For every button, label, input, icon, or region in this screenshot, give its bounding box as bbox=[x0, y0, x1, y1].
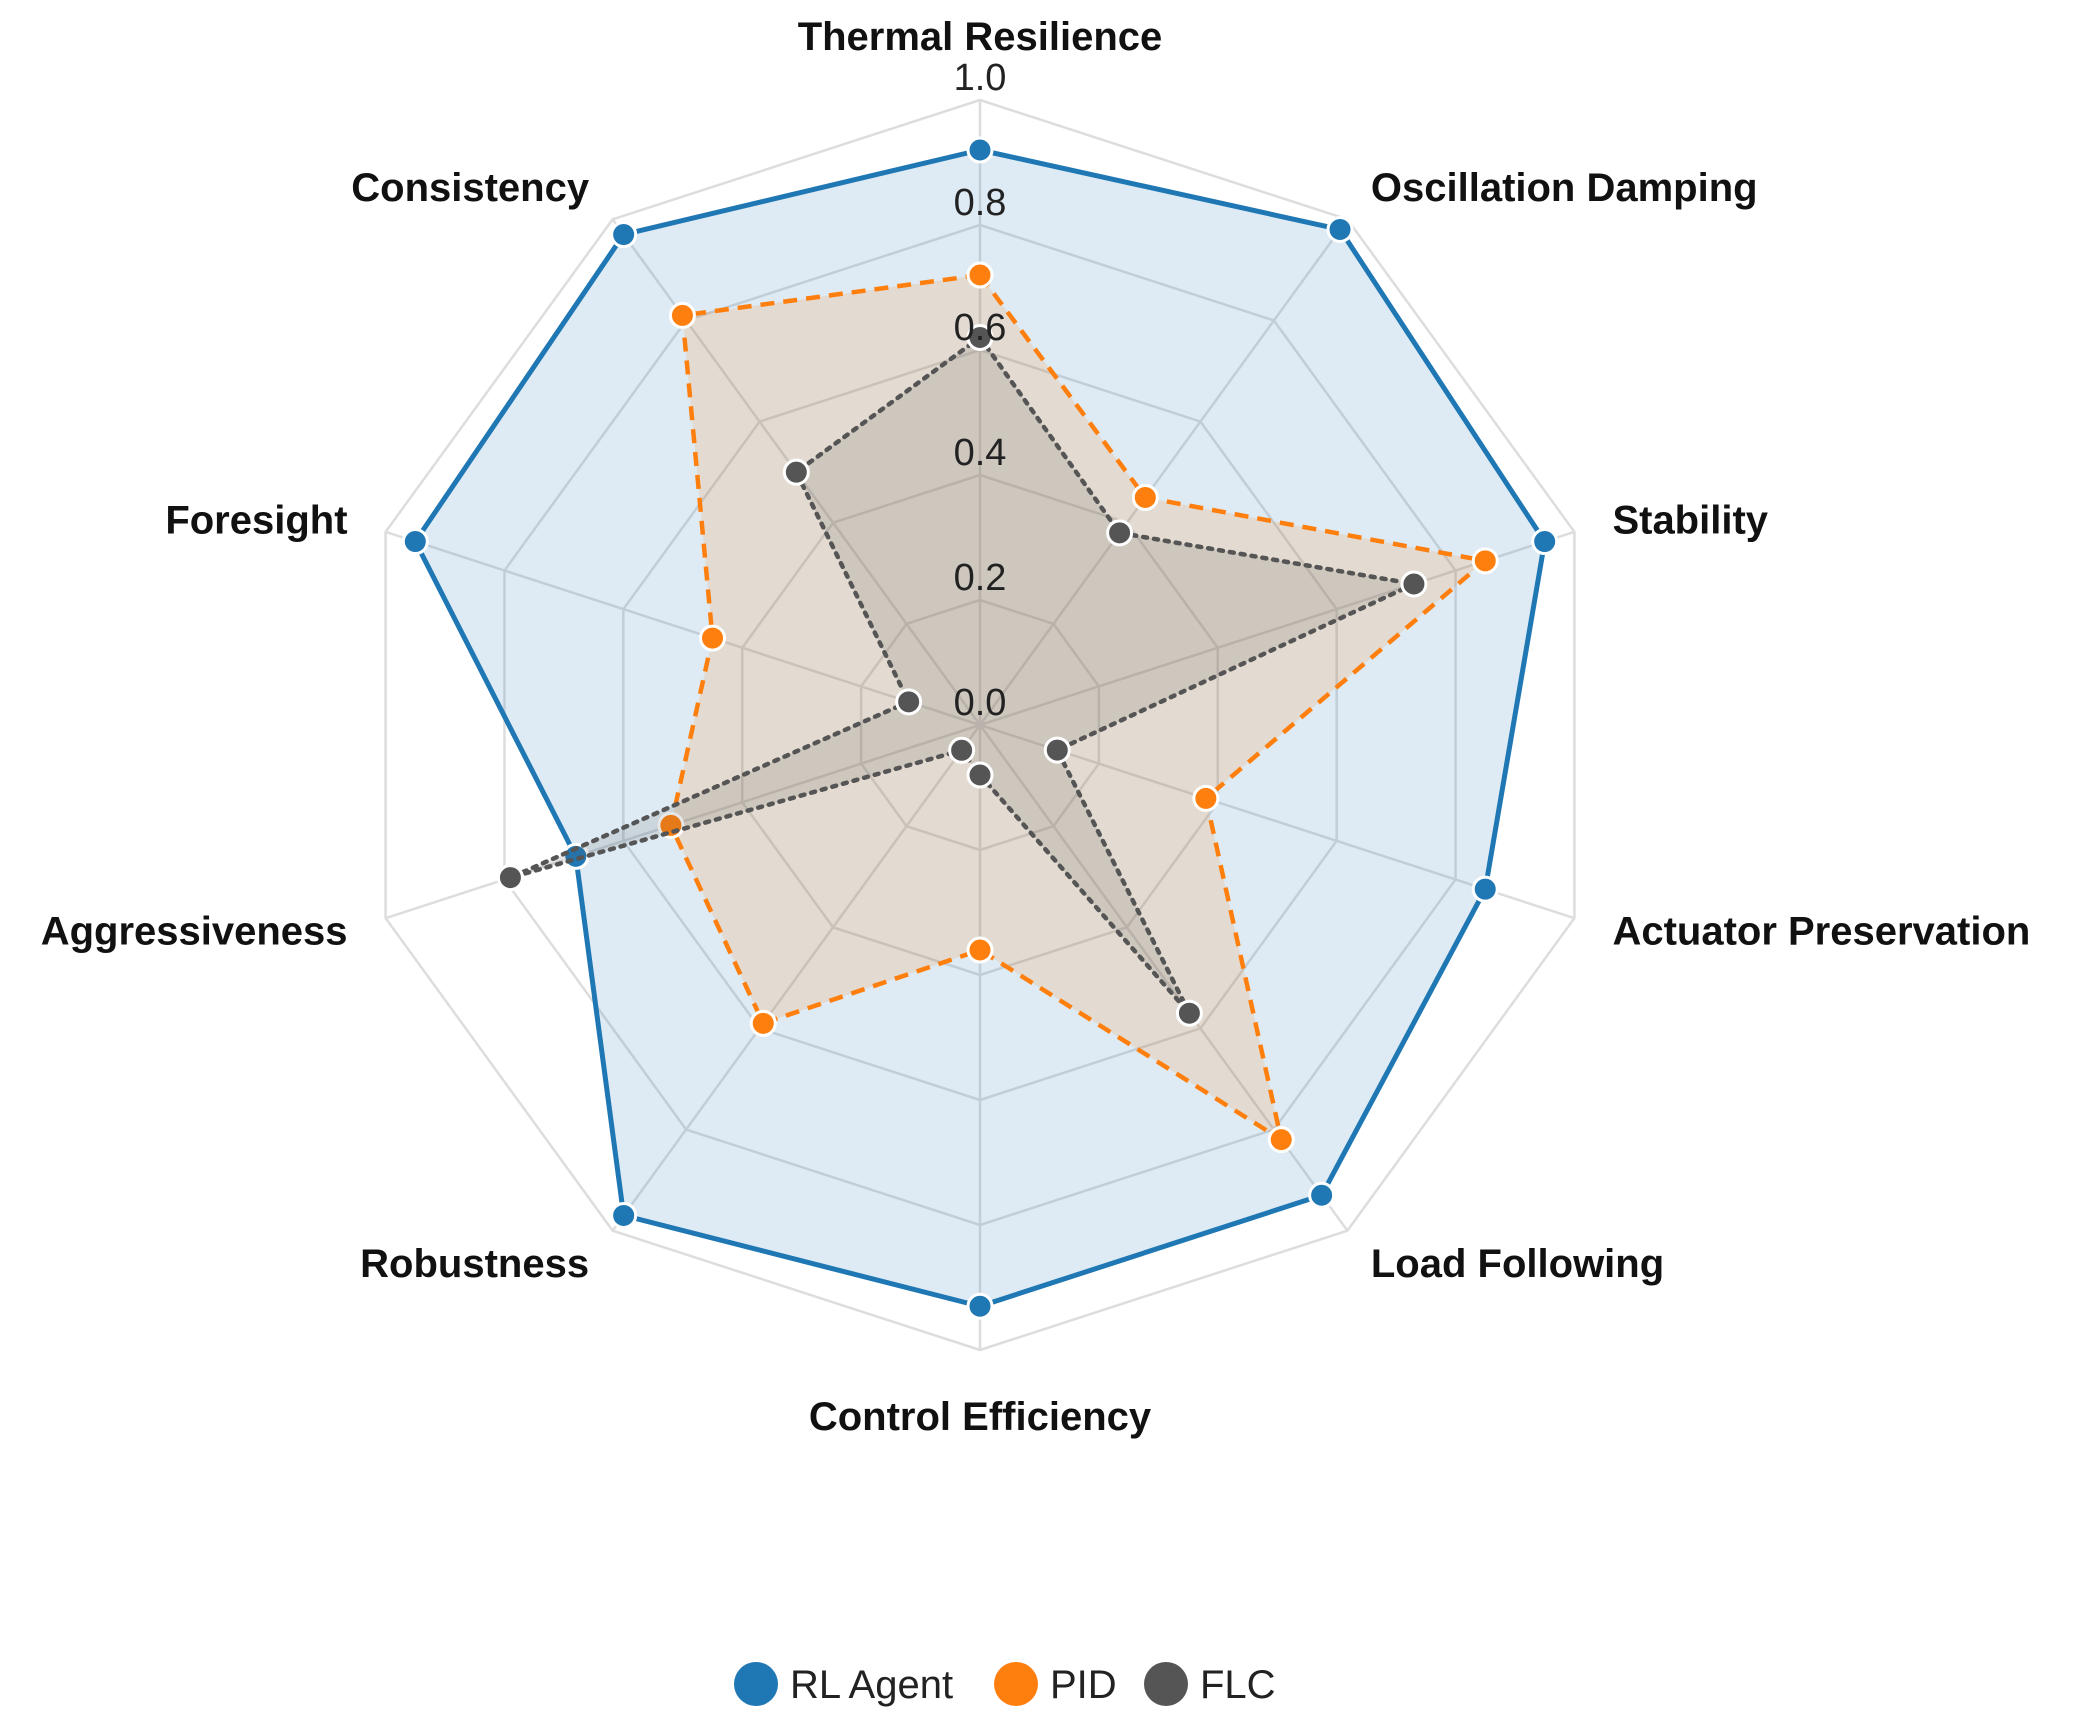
data-point-consistency bbox=[668, 301, 696, 329]
legend-item-rl-agent[interactable]: RL Agent bbox=[734, 1662, 953, 1707]
data-point-control-efficiency bbox=[966, 936, 994, 964]
series-area bbox=[415, 150, 1545, 1307]
radial-tick-label: 0.2 bbox=[954, 557, 1007, 599]
axis-label-actuator-preservation: Actuator Preservation bbox=[1612, 909, 2030, 953]
legend-marker bbox=[734, 1662, 778, 1706]
data-point-oscillation-damping bbox=[1131, 483, 1159, 511]
grid-spoke bbox=[611, 724, 982, 1232]
axis-label-stability: Stability bbox=[1612, 499, 1768, 543]
data-point-thermal-resilience bbox=[966, 261, 994, 289]
legend-label: PID bbox=[1050, 1663, 1117, 1707]
legend-label: FLC bbox=[1200, 1663, 1276, 1707]
data-point-consistency bbox=[610, 221, 638, 249]
series-area bbox=[510, 337, 1414, 1014]
data-point-robustness bbox=[749, 1009, 777, 1037]
series-area bbox=[670, 275, 1486, 1140]
axis-label-control-efficiency: Control Efficiency bbox=[809, 1395, 1152, 1439]
radial-tick-label: 1.0 bbox=[954, 57, 1007, 99]
axis-label-foresight: Foresight bbox=[165, 499, 347, 543]
data-point-thermal-resilience bbox=[966, 324, 994, 351]
series-rl-agent bbox=[401, 136, 1559, 1320]
axis-label-robustness: Robustness bbox=[360, 1242, 589, 1286]
legend-marker bbox=[994, 1662, 1038, 1706]
legend-marker bbox=[1144, 1662, 1188, 1706]
axis-label-thermal-resilience: Thermal Resilience bbox=[798, 15, 1163, 59]
data-point-consistency bbox=[782, 458, 810, 486]
data-point-load-following bbox=[1308, 1181, 1336, 1209]
legend: RL Agent PID FLC bbox=[734, 1662, 1276, 1707]
legend-item-flc[interactable]: FLC bbox=[1144, 1662, 1276, 1707]
data-point-control-efficiency bbox=[966, 1292, 994, 1320]
radial-tick-labels: 0.0 0.2 0.4 0.6 0.8 1.0 bbox=[954, 57, 1007, 724]
data-point-foresight bbox=[699, 624, 727, 652]
data-point-actuator-preservation bbox=[1471, 875, 1499, 903]
grid-spoke bbox=[385, 530, 981, 727]
data-point-actuator-preservation bbox=[1043, 736, 1071, 764]
data-point-aggressiveness bbox=[496, 864, 524, 892]
grid-spoke bbox=[978, 218, 1349, 726]
axis-label-aggressiveness: Aggressiveness bbox=[41, 909, 348, 953]
radial-tick-label: 0.0 bbox=[954, 682, 1007, 724]
data-point-stability bbox=[1400, 570, 1428, 598]
radial-tick-label: 0.4 bbox=[954, 432, 1007, 474]
data-point-oscillation-damping bbox=[1326, 215, 1354, 243]
series-pid bbox=[657, 261, 1499, 1154]
series-line bbox=[668, 272, 1488, 1142]
data-point-oscillation-damping bbox=[1106, 519, 1134, 547]
legend-label: RL Agent bbox=[790, 1663, 953, 1707]
axis-label-oscillation-damping: Oscillation Damping bbox=[1371, 166, 1758, 210]
data-point-load-following bbox=[1267, 1126, 1295, 1154]
data-point-robustness bbox=[610, 1201, 638, 1229]
axis-labels: Thermal Resilience Oscillation Damping Sta… bbox=[41, 15, 2031, 1439]
data-point-foresight bbox=[401, 528, 429, 556]
data-point-stability bbox=[1471, 547, 1499, 575]
radar-series bbox=[401, 136, 1559, 1320]
radial-tick-label: 0.8 bbox=[954, 182, 1007, 224]
legend-item-pid[interactable]: PID bbox=[994, 1662, 1117, 1707]
data-point-stability bbox=[1531, 528, 1559, 556]
data-point-actuator-preservation bbox=[1192, 784, 1220, 812]
axis-label-load-following: Load Following bbox=[1371, 1242, 1664, 1286]
data-point-control-efficiency bbox=[966, 761, 994, 789]
data-point-foresight bbox=[895, 688, 923, 716]
data-point-thermal-resilience bbox=[966, 136, 994, 164]
data-point-robustness bbox=[948, 736, 976, 764]
data-point-load-following bbox=[1175, 999, 1203, 1027]
axis-label-consistency: Consistency bbox=[351, 166, 590, 210]
series-flc bbox=[496, 324, 1428, 1027]
radial-tick-label: 0.6 bbox=[954, 307, 1007, 349]
